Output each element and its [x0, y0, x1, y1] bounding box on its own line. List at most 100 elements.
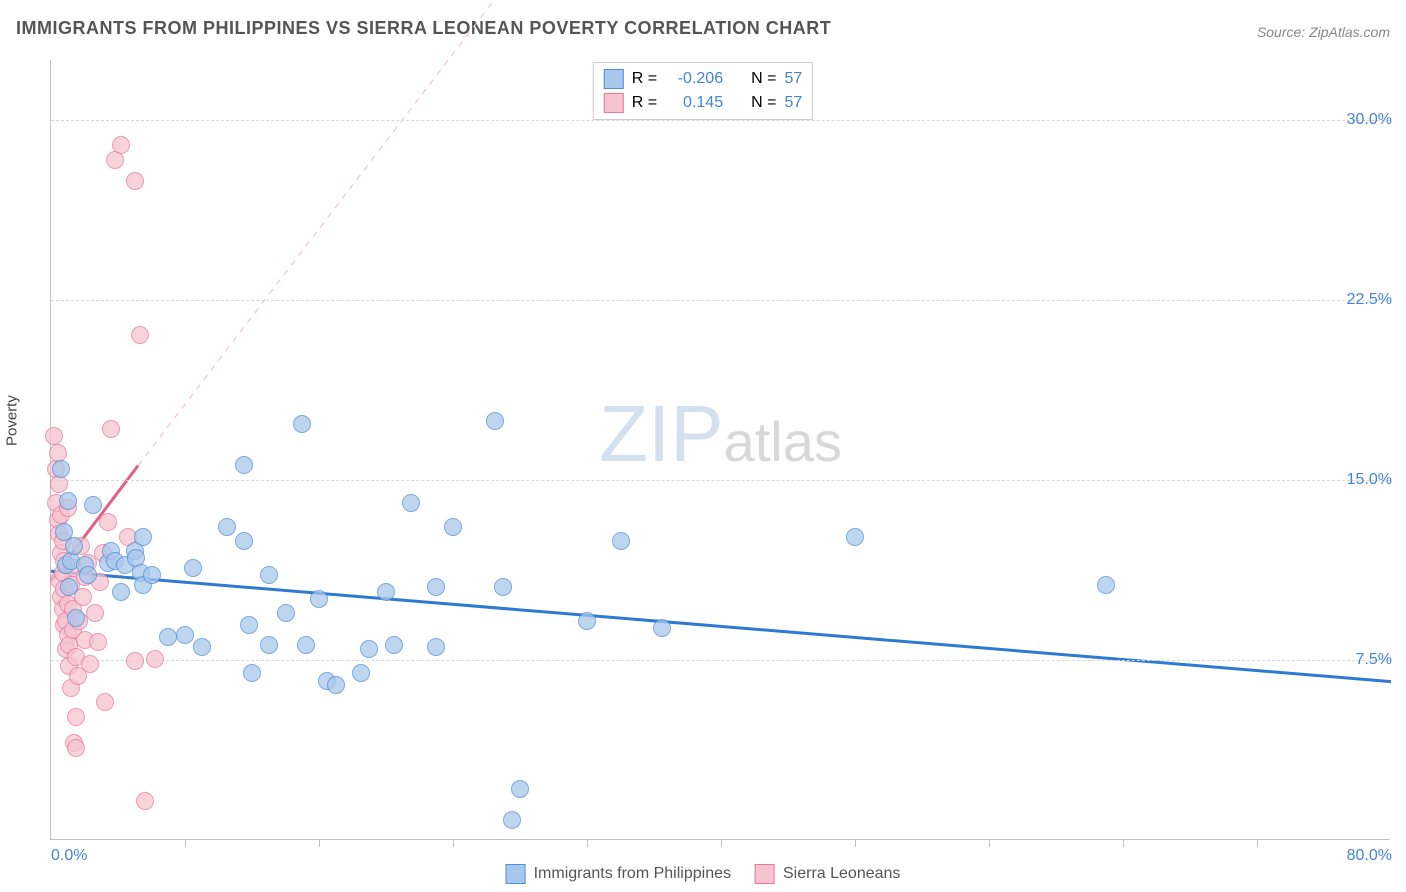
y-tick-label: 30.0% — [1347, 111, 1392, 129]
legend-swatch — [604, 93, 624, 113]
data-point — [444, 518, 462, 536]
y-tick-label: 22.5% — [1347, 291, 1392, 309]
data-point — [99, 513, 117, 531]
n-label: N = — [751, 67, 776, 91]
data-point — [67, 708, 85, 726]
y-tick-label: 15.0% — [1347, 471, 1392, 489]
data-point — [352, 664, 370, 682]
data-point — [360, 640, 378, 658]
data-point — [235, 532, 253, 550]
data-point — [134, 528, 152, 546]
data-point — [243, 664, 261, 682]
data-point — [377, 583, 395, 601]
data-point — [86, 604, 104, 622]
data-point — [1097, 576, 1115, 594]
grid-line — [51, 660, 1390, 661]
data-point — [45, 427, 63, 445]
grid-line — [51, 300, 1390, 301]
data-point — [503, 811, 521, 829]
x-tick — [319, 839, 320, 847]
data-point — [65, 537, 83, 555]
data-point — [131, 326, 149, 344]
legend-row: R =0.145N =57 — [604, 91, 802, 115]
x-tick — [185, 839, 186, 847]
r-value: -0.206 — [665, 67, 723, 91]
n-value: 57 — [784, 67, 802, 91]
data-point — [89, 633, 107, 651]
watermark: ZIPatlas — [599, 388, 842, 480]
watermark-primary: ZIP — [599, 389, 723, 478]
data-point — [79, 566, 97, 584]
data-point — [260, 636, 278, 654]
data-point — [126, 652, 144, 670]
data-point — [49, 444, 67, 462]
data-point — [235, 456, 253, 474]
x-tick — [1123, 839, 1124, 847]
n-label: N = — [751, 91, 776, 115]
data-point — [96, 693, 114, 711]
grid-line — [51, 120, 1390, 121]
data-point — [240, 616, 258, 634]
correlation-legend: R = -0.206 N = 57R = 0.145 N = 57 — [593, 62, 813, 120]
data-point — [81, 655, 99, 673]
x-min-label: 0.0% — [51, 847, 87, 865]
x-tick — [721, 839, 722, 847]
data-point — [578, 612, 596, 630]
legend-swatch — [506, 864, 526, 884]
legend-label: Sierra Leoneans — [783, 865, 900, 883]
data-point — [385, 636, 403, 654]
chart-container: IMMIGRANTS FROM PHILIPPINES VS SIERRA LE… — [0, 0, 1406, 892]
data-point — [327, 676, 345, 694]
x-max-label: 80.0% — [1347, 847, 1392, 865]
legend-row: R = -0.206 N = 57 — [604, 67, 802, 91]
legend-item: Immigrants from Philippines — [506, 864, 731, 884]
data-point — [293, 415, 311, 433]
data-point — [67, 739, 85, 757]
data-point — [297, 636, 315, 654]
watermark-secondary: atlas — [724, 410, 842, 473]
data-point — [67, 609, 85, 627]
chart-title: IMMIGRANTS FROM PHILIPPINES VS SIERRA LE… — [16, 18, 831, 39]
data-point — [112, 583, 130, 601]
data-point — [427, 638, 445, 656]
plot-area: ZIPatlas 7.5%15.0%22.5%30.0%0.0%80.0% — [50, 60, 1390, 840]
r-label: R = — [632, 67, 657, 91]
x-tick — [989, 839, 990, 847]
series-legend: Immigrants from Philippines Sierra Leonea… — [506, 864, 901, 884]
grid-line — [51, 480, 1390, 481]
data-point — [494, 578, 512, 596]
source-label: Source: ZipAtlas.com — [1257, 24, 1390, 40]
r-value: 0.145 — [665, 91, 723, 115]
trend-line — [138, 0, 503, 466]
data-point — [184, 559, 202, 577]
data-point — [486, 412, 504, 430]
x-tick — [1257, 839, 1258, 847]
data-point — [653, 619, 671, 637]
data-point — [402, 494, 420, 512]
data-point — [846, 528, 864, 546]
data-point — [176, 626, 194, 644]
data-point — [277, 604, 295, 622]
legend-swatch — [604, 69, 624, 89]
data-point — [260, 566, 278, 584]
x-tick — [855, 839, 856, 847]
data-point — [612, 532, 630, 550]
data-point — [84, 496, 102, 514]
x-tick — [587, 839, 588, 847]
data-point — [102, 420, 120, 438]
data-point — [112, 136, 130, 154]
trend-lines-layer — [51, 60, 1390, 839]
data-point — [218, 518, 236, 536]
data-point — [159, 628, 177, 646]
x-tick — [453, 839, 454, 847]
data-point — [310, 590, 328, 608]
data-point — [146, 650, 164, 668]
data-point — [143, 566, 161, 584]
n-value: 57 — [784, 91, 802, 115]
legend-swatch — [755, 864, 775, 884]
data-point — [52, 460, 70, 478]
data-point — [59, 492, 77, 510]
data-point — [427, 578, 445, 596]
legend-item: Sierra Leoneans — [755, 864, 900, 884]
data-point — [193, 638, 211, 656]
